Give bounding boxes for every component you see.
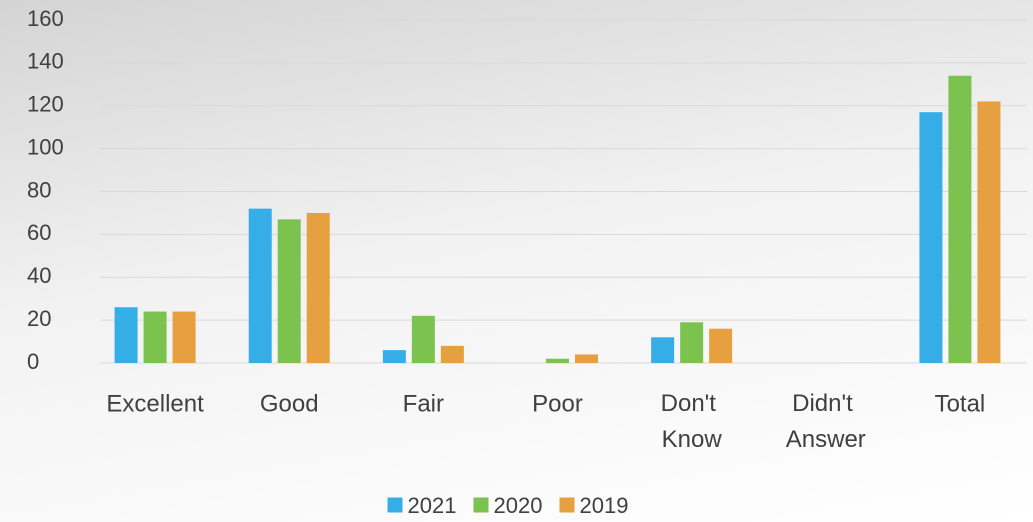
y-tick-label: 160: [27, 6, 64, 31]
bar: [680, 322, 704, 363]
bar: [248, 208, 272, 363]
legend-label: 2020: [494, 493, 543, 518]
x-tick-label: Didn't Answer: [786, 390, 866, 453]
y-tick-label: 120: [27, 92, 64, 117]
bar: [977, 101, 1001, 364]
y-tick-label: 40: [27, 263, 51, 288]
legend-label: 2021: [408, 493, 457, 518]
y-tick-label: 0: [27, 349, 39, 374]
bar: [440, 345, 464, 363]
x-tick-label: Poor: [532, 390, 583, 417]
bar: [575, 354, 598, 363]
y-tick-label: 140: [27, 49, 64, 74]
bar: [546, 358, 569, 363]
legend-swatch: [387, 497, 403, 513]
bar: [172, 311, 196, 363]
bar: [143, 311, 167, 363]
y-tick-label: 100: [27, 134, 64, 159]
legend-swatch: [559, 497, 575, 513]
bar: [114, 307, 138, 363]
bar: [382, 350, 406, 363]
x-tick-label: Total: [935, 390, 986, 417]
y-tick-label: 60: [27, 220, 51, 245]
y-tick-label: 20: [27, 306, 51, 331]
x-tick-label: Good: [260, 390, 319, 417]
bar: [651, 337, 675, 363]
bar: [948, 75, 972, 364]
bar: [306, 212, 330, 363]
x-tick-label: Don't Know: [661, 390, 723, 453]
x-tick-label: Fair: [403, 390, 444, 417]
legend-label: 2019: [580, 493, 629, 518]
y-tick-label: 80: [27, 177, 51, 202]
bar: [411, 315, 435, 363]
legend-swatch: [473, 497, 489, 513]
bar: [277, 219, 301, 363]
x-tick-label: Excellent: [106, 390, 204, 417]
bar: [709, 328, 733, 363]
bar: [919, 112, 943, 364]
